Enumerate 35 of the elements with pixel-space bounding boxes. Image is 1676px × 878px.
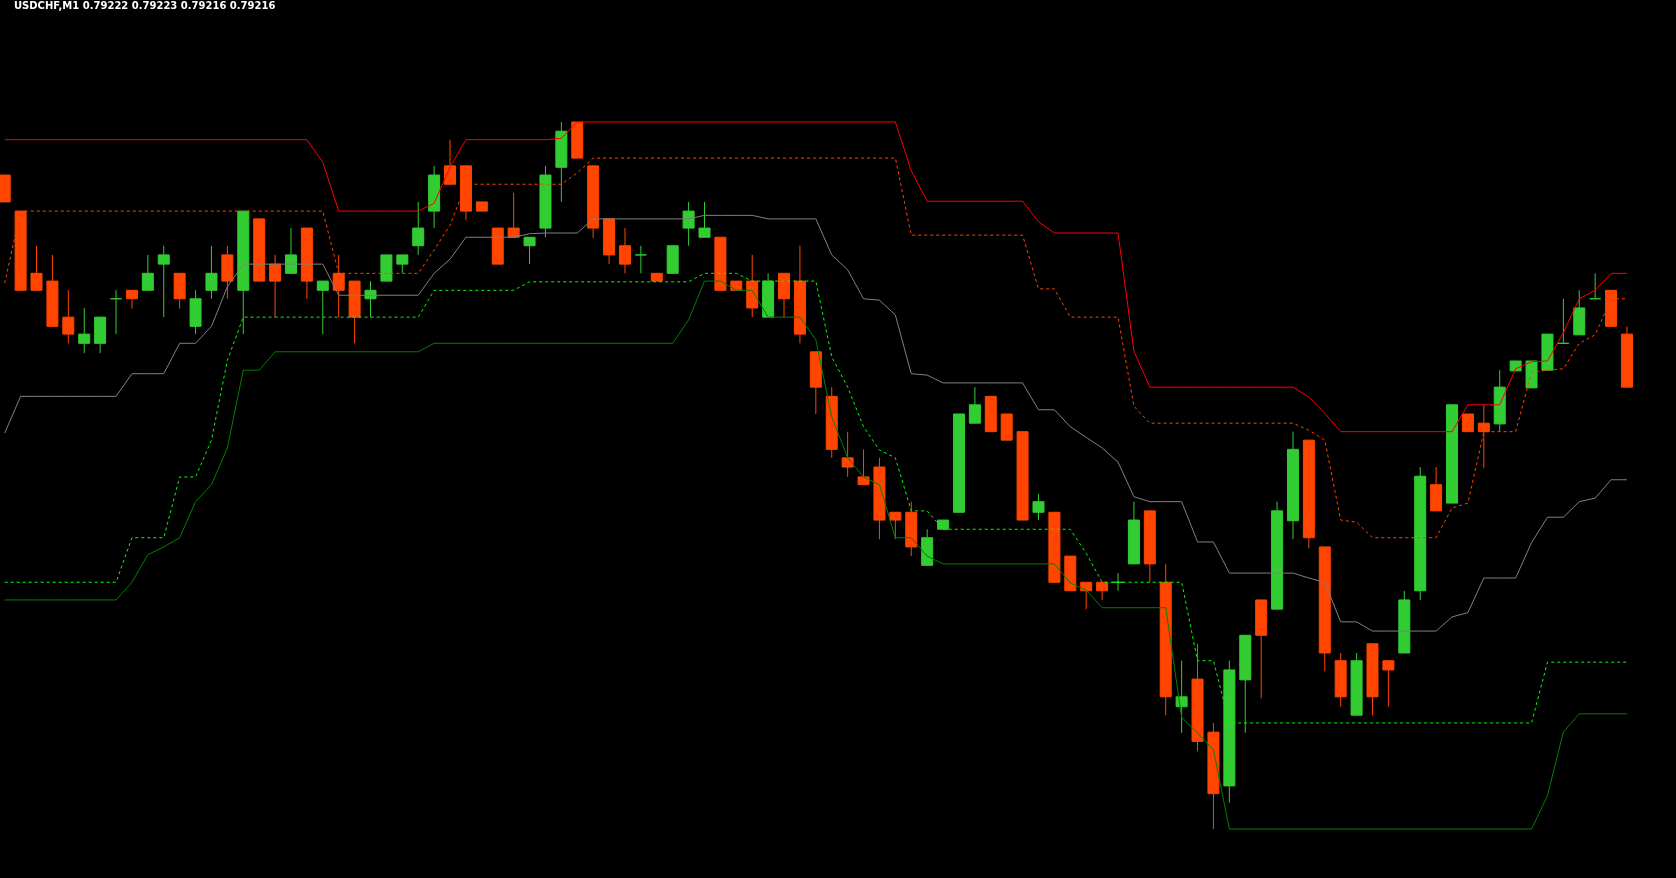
candlestick	[62, 289, 75, 344]
candlestick	[284, 227, 297, 274]
candlestick	[507, 192, 520, 238]
candlestick	[412, 201, 425, 256]
candlestick	[1112, 572, 1125, 592]
candlestick	[1175, 660, 1188, 734]
candlestick	[618, 227, 631, 274]
candlestick	[1382, 660, 1395, 708]
candlestick	[444, 139, 457, 185]
candlestick	[316, 280, 329, 335]
candlestick	[634, 245, 647, 274]
candlestick	[1589, 272, 1602, 300]
candlestick	[698, 201, 711, 238]
candlestick	[1096, 581, 1109, 601]
candlestick	[364, 280, 377, 318]
candlestick	[141, 254, 154, 291]
candlestick	[1032, 493, 1045, 521]
candlestick	[269, 254, 282, 318]
candlestick	[682, 201, 695, 247]
candlestick	[205, 245, 218, 300]
candlestick	[889, 511, 902, 540]
candlestick	[30, 245, 43, 291]
candlestick	[1477, 404, 1490, 469]
chart-title: USDCHF,M1 0.79222 0.79223 0.79216 0.79216	[14, 0, 276, 11]
candlestick	[125, 289, 138, 310]
candlestick	[110, 289, 123, 335]
candlestick	[332, 254, 345, 318]
candlestick	[396, 254, 409, 274]
candlestick	[523, 236, 536, 265]
candlestick	[857, 448, 870, 486]
candlestick	[1557, 298, 1570, 344]
candlestick	[157, 245, 170, 318]
candlestick	[78, 307, 91, 354]
candlestick	[968, 386, 981, 424]
candlestick	[841, 431, 854, 478]
